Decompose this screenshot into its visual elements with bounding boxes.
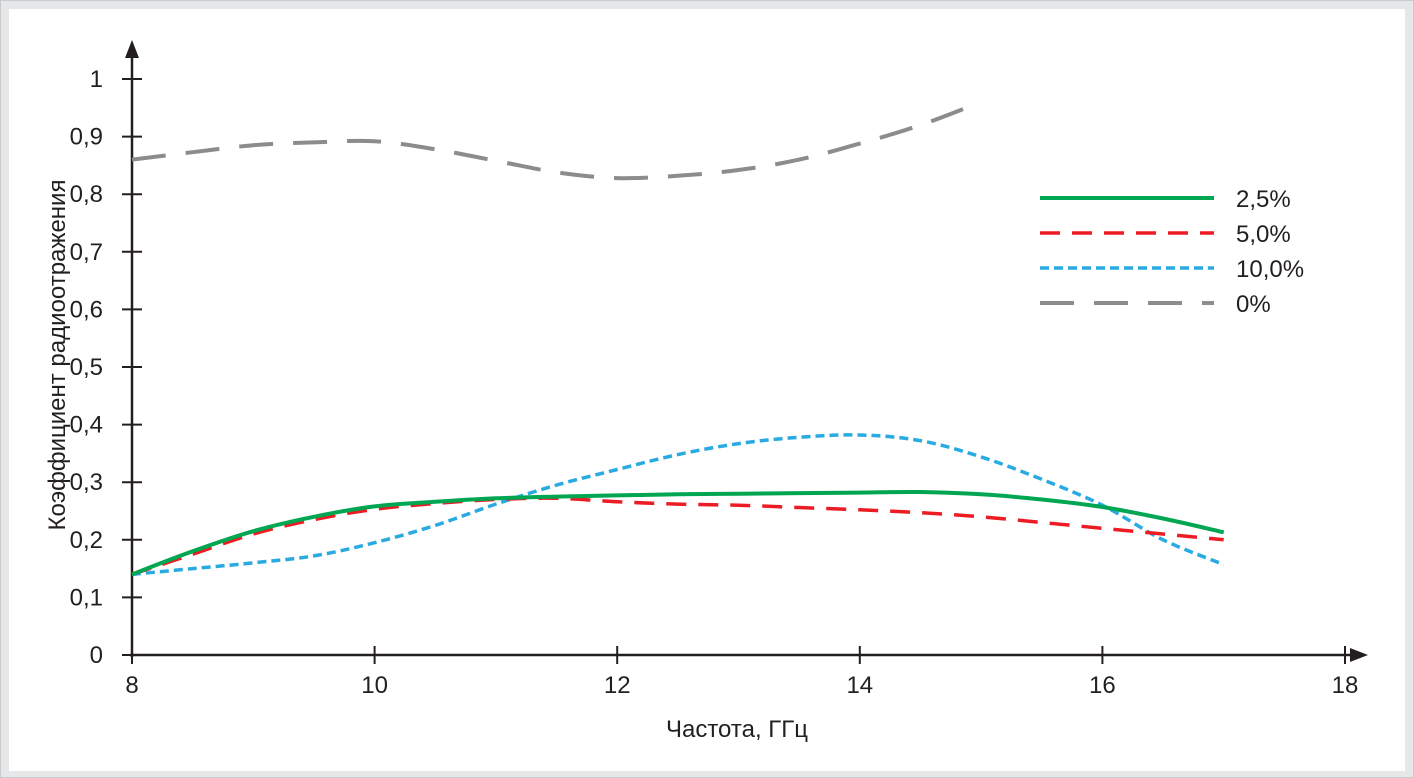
series-line-0pct [131, 100, 982, 181]
x-axis-arrow [1350, 648, 1368, 662]
x-tick-label: 14 [846, 672, 873, 699]
y-tick-label: 0,1 [70, 584, 103, 611]
x-tick-label: 10 [361, 672, 388, 699]
y-tick-label: 0,2 [70, 527, 103, 554]
series-line-100pct [131, 433, 1225, 577]
x-tick-label: 8 [125, 672, 138, 699]
y-tick-label: 0,5 [70, 354, 103, 381]
y-axis-arrow [125, 40, 139, 58]
y-tick-label: 0 [90, 642, 103, 669]
series-line-50pct [131, 496, 1224, 577]
y-tick-label: 0,4 [70, 412, 103, 439]
legend-label: 5,0% [1236, 221, 1291, 248]
legend: 2,5% 5,0% 10,0% 0% [1040, 186, 1304, 318]
y-tick-label: 0,9 [70, 124, 103, 151]
y-tick-label: 1 [90, 66, 103, 93]
y-tick-label: 0,3 [70, 469, 103, 496]
x-tick-label: 18 [1332, 672, 1359, 699]
y-axis-title: Коэффициент радиоотражения [44, 180, 71, 531]
legend-label: 10,0% [1236, 256, 1304, 283]
y-tick-label: 0,6 [70, 296, 103, 323]
series-line-25pct [131, 489, 1225, 577]
series-layer [131, 100, 1225, 577]
y-tick-label: 0,7 [70, 239, 103, 266]
legend-label: 2,5% [1236, 186, 1291, 213]
axes: 00,10,20,30,40,50,60,70,80,918 10 12 14 16 18 [70, 40, 1368, 699]
legend-label: 0% [1236, 291, 1271, 318]
y-tick-label: 0,8 [70, 181, 103, 208]
plot-background [9, 9, 1405, 771]
x-axis-title: Частота, ГГц [666, 716, 808, 743]
x-tick-label: 12 [604, 672, 631, 699]
x-tick-label: 16 [1089, 672, 1116, 699]
